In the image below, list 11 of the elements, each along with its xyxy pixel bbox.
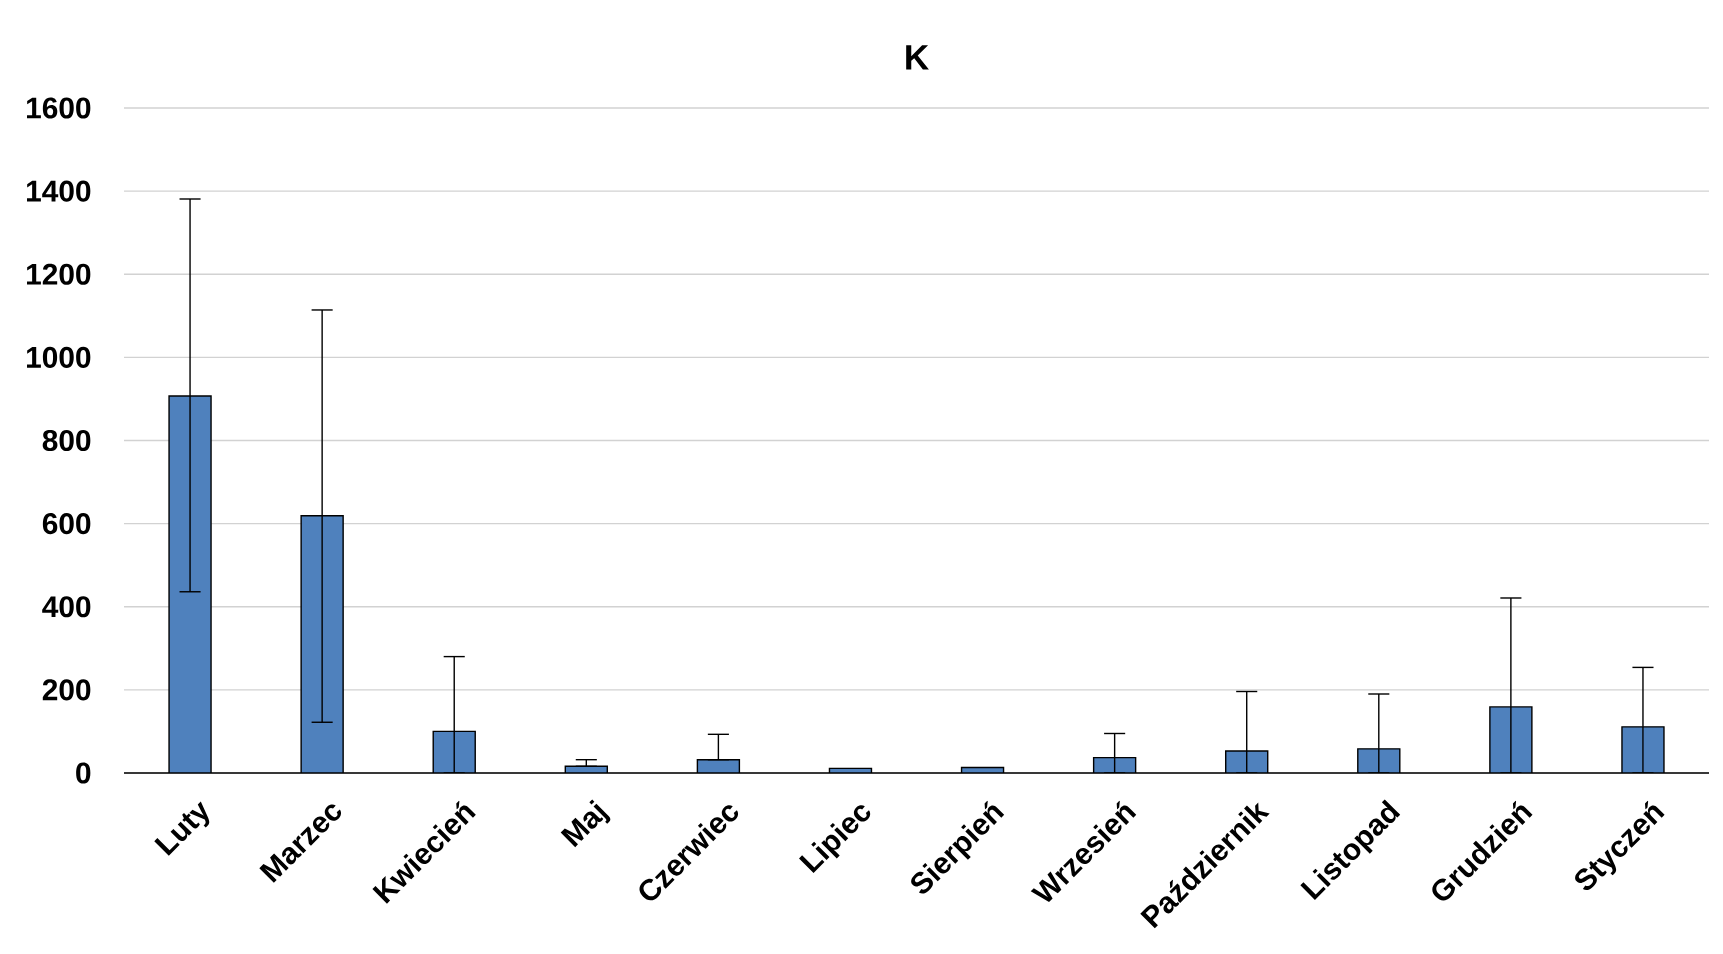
y-tick-label: 1600 bbox=[27, 97, 91, 119]
y-tick-label: 1400 bbox=[27, 180, 91, 202]
y-tick-label: 200 bbox=[42, 679, 91, 701]
y-tick-label: 0 bbox=[76, 762, 91, 784]
x-tick-label: Maj bbox=[560, 799, 611, 848]
y-tick-label: 400 bbox=[42, 596, 91, 618]
y-tick-label: 800 bbox=[42, 429, 91, 452]
y-tick-label: 600 bbox=[42, 513, 91, 535]
y-tick-label: 1000 bbox=[27, 346, 91, 368]
chart-title: K bbox=[906, 45, 929, 70]
y-tick-label: 1200 bbox=[27, 263, 91, 285]
